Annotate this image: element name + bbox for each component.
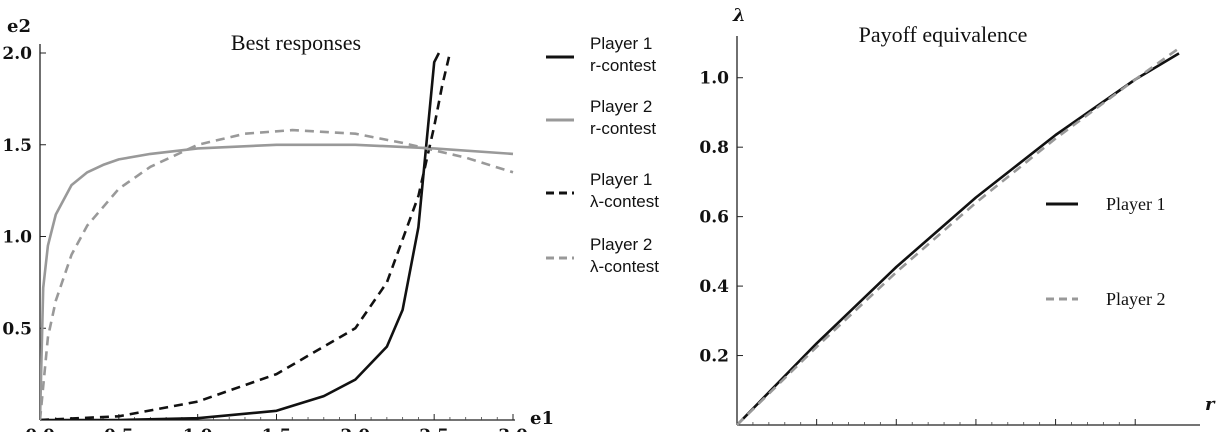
legend-label: Player 2 [590,97,652,116]
x-tick-label: 0.0 [25,426,55,432]
y-tick-label: 1.0 [2,228,32,248]
legend-label: Player 1 [590,170,652,189]
y-tick-label: 0.6 [699,208,729,228]
legend: Player 1 Player 2 [1046,194,1165,309]
x-tick-label: 1.0 [183,426,213,432]
legend-label: r-contest [590,56,656,75]
y-axis-label: e2 [7,16,31,37]
y-axis-label: λ [732,5,746,26]
legend-label: r-contest [590,119,656,138]
y-tick-label: 0.5 [2,319,32,339]
legend-item: Player 2 [1046,289,1165,309]
chart-title: Best responses [231,30,361,55]
legend-item: Player 1 r-contest [546,34,656,75]
legend-label: Player 2 [1106,289,1165,309]
series-line [40,128,514,420]
y-tick-label: 1.5 [2,136,32,156]
y-tick-label: 2.0 [2,44,32,64]
legend-label: λ-contest [590,192,659,211]
series-line [736,52,1180,426]
series-line [40,52,452,420]
legend-item: Player 1 λ-contest [546,170,659,211]
legend-label: λ-contest [590,257,659,276]
x-tick-label: 0.5 [104,426,134,432]
legend-label: Player 1 [1106,194,1165,214]
best-responses-chart: 0.0 0.5 1.0 1.5 2.0 2.5 3.0 0.5 1.0 1.5 2.0 e2 e1 Bes… [2,16,659,432]
series-line [40,52,441,420]
y-tick-label: 0.4 [699,277,729,297]
legend-item: Player 2 λ-contest [546,235,659,276]
x-axis-label: e1 [530,408,554,429]
x-tick-label: 2.5 [419,426,449,432]
series-group [40,52,514,420]
legend-item: Player 2 r-contest [546,97,656,138]
y-tick-label: 0.2 [699,347,729,367]
x-axis-label: r [1205,394,1216,415]
x-tick-label: 3.0 [498,426,528,432]
payoff-equivalence-chart: 0.00.20.40.60.81.00.20.40.60.81.0λrPayof… [699,5,1216,432]
series-line [40,143,514,420]
y-tick-label: 1.0 [699,69,729,89]
legend-label: Player 2 [590,235,652,254]
x-tick-label: 1.5 [262,426,292,432]
chart-title: Payoff equivalence [859,22,1028,47]
legend-item: Player 1 [1046,194,1165,214]
y-tick-label: 0.8 [699,138,729,158]
x-tick-label: 2.0 [341,426,371,432]
legend-label: Player 1 [590,34,652,53]
series-line [736,47,1180,426]
